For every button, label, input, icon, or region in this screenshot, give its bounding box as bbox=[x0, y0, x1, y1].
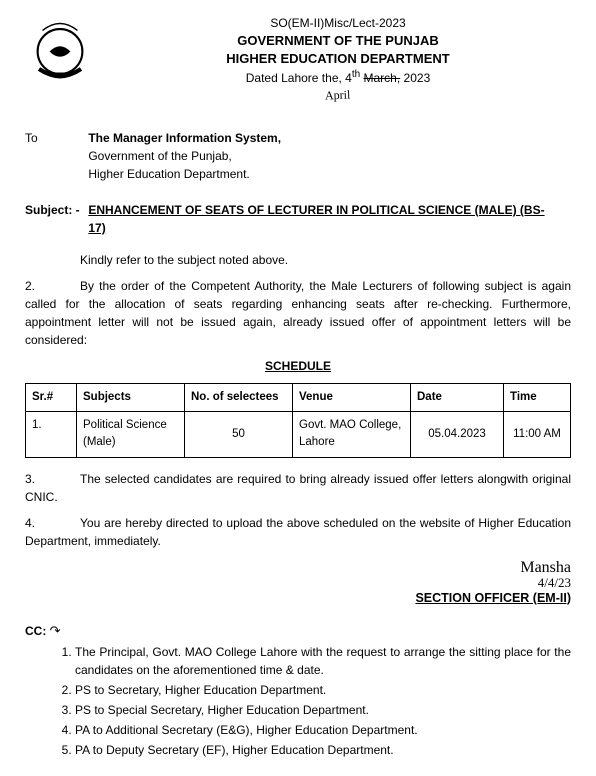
dated-handwritten: April bbox=[325, 87, 351, 105]
schedule-table: Sr.# Subjects No. of selectees Venue Dat… bbox=[25, 383, 571, 458]
letterhead: SO(EM-II)Misc/Lect-2023 GOVERNMENT OF TH… bbox=[25, 15, 571, 104]
para-3-text: The selected candidates are required to … bbox=[25, 472, 571, 504]
list-item: PS to Special Secretary, Higher Educatio… bbox=[75, 701, 571, 719]
para-1: Kindly refer to the subject noted above. bbox=[25, 251, 571, 269]
table-row: 1. Political Science (Male) 50 Govt. MAO… bbox=[26, 412, 571, 458]
para-4-text: You are hereby directed to upload the ab… bbox=[25, 516, 571, 548]
list-item: PA to Deputy Secretary (EF), Higher Educ… bbox=[75, 741, 571, 759]
cc-label: CC: bbox=[25, 622, 46, 640]
col-venue: Venue bbox=[293, 383, 411, 411]
para-3-num: 3. bbox=[25, 470, 80, 488]
cell-subject: Political Science (Male) bbox=[77, 412, 185, 458]
subject-row: Subject: - ENHANCEMENT OF SEATS OF LECTU… bbox=[25, 201, 571, 237]
signature-date-hand: 4/4/23 bbox=[25, 576, 571, 589]
col-date: Date bbox=[411, 383, 504, 411]
document-page: SO(EM-II)Misc/Lect-2023 GOVERNMENT OF TH… bbox=[0, 0, 596, 776]
to-label: To bbox=[25, 129, 85, 147]
govt-line: GOVERNMENT OF THE PUNJAB bbox=[105, 32, 571, 50]
para-4-num: 4. bbox=[25, 514, 80, 532]
letterhead-text: SO(EM-II)Misc/Lect-2023 GOVERNMENT OF TH… bbox=[105, 15, 571, 104]
para-3: 3.The selected candidates are required t… bbox=[25, 470, 571, 506]
dated-struck: March, bbox=[364, 71, 401, 85]
col-selectees: No. of selectees bbox=[185, 383, 293, 411]
para-4: 4.You are hereby directed to upload the … bbox=[25, 514, 571, 550]
dept-line: HIGHER EDUCATION DEPARTMENT bbox=[105, 50, 571, 68]
cc-list: The Principal, Govt. MAO College Lahore … bbox=[75, 643, 571, 759]
cell-time: 11:00 AM bbox=[504, 412, 571, 458]
col-subjects: Subjects bbox=[77, 383, 185, 411]
cell-sr: 1. bbox=[26, 412, 77, 458]
para-2-text: By the order of the Competent Authority,… bbox=[25, 279, 571, 347]
signature-block: Mansha 4/4/23 SECTION OFFICER (EM-II) bbox=[25, 560, 571, 608]
col-time: Time bbox=[504, 383, 571, 411]
to-line3: Higher Education Department. bbox=[88, 167, 249, 181]
para-2: 2.By the order of the Competent Authorit… bbox=[25, 277, 571, 349]
subject-label: Subject: - bbox=[25, 201, 85, 219]
signature-title: SECTION OFFICER (EM-II) bbox=[25, 589, 571, 608]
to-line1: The Manager Information System, bbox=[88, 131, 281, 145]
to-line2: Government of the Punjab, bbox=[88, 149, 231, 163]
table-header-row: Sr.# Subjects No. of selectees Venue Dat… bbox=[26, 383, 571, 411]
cc-block: CC: ↷ The Principal, Govt. MAO College L… bbox=[25, 621, 571, 759]
to-body: The Manager Information System, Governme… bbox=[88, 129, 281, 183]
col-sr: Sr.# bbox=[26, 383, 77, 411]
cell-selectees: 50 bbox=[185, 412, 293, 458]
arrow-icon: ↷ bbox=[50, 623, 61, 638]
dated-sup: th bbox=[352, 69, 360, 80]
cell-venue: Govt. MAO College, Lahore bbox=[293, 412, 411, 458]
dated-line: Dated Lahore the, 4th March, 2023 April bbox=[105, 68, 571, 104]
list-item: PA to Additional Secretary (E&G), Higher… bbox=[75, 721, 571, 739]
para-2-num: 2. bbox=[25, 277, 80, 295]
subject-text: ENHANCEMENT OF SEATS OF LECTURER IN POLI… bbox=[88, 201, 548, 237]
dated-year: 2023 bbox=[404, 71, 431, 85]
signature-handwritten: Mansha bbox=[25, 560, 571, 576]
addressee-block: To The Manager Information System, Gover… bbox=[25, 129, 571, 183]
cell-date: 05.04.2023 bbox=[411, 412, 504, 458]
govt-punjab-logo-icon bbox=[25, 20, 95, 90]
list-item: PS to Secretary, Higher Education Depart… bbox=[75, 681, 571, 699]
schedule-heading: SCHEDULE bbox=[25, 357, 571, 375]
dated-prefix: Dated Lahore the, 4 bbox=[246, 71, 352, 85]
list-item: The Principal, Govt. MAO College Lahore … bbox=[75, 643, 571, 679]
reference-number: SO(EM-II)Misc/Lect-2023 bbox=[105, 15, 571, 32]
